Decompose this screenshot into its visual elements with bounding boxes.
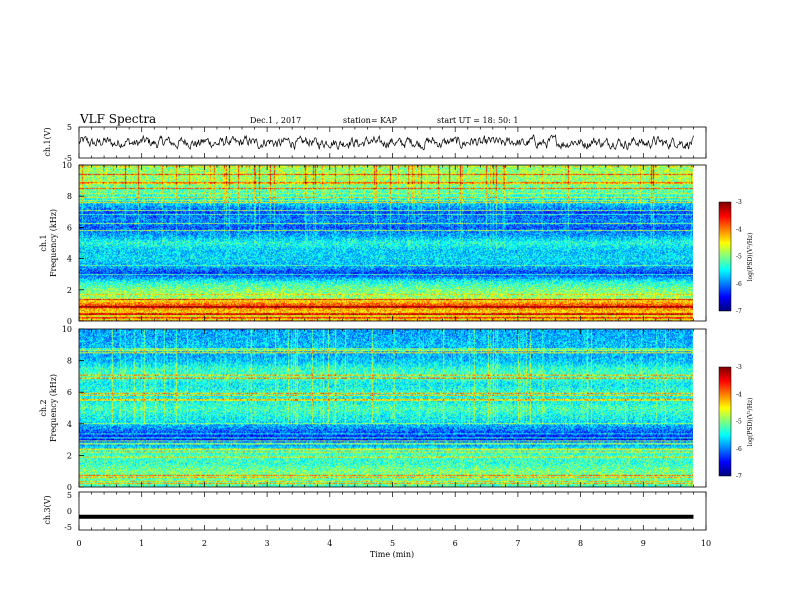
ch1-colorbar-ticks: -3 -4 -5 -6 -7 <box>736 199 742 315</box>
frequency-tick-label: 10 <box>62 161 72 170</box>
time-tick-label: 3 <box>265 539 270 548</box>
frequency-tick-label: 6 <box>67 388 72 397</box>
colorbar-tick-label: -3 <box>736 364 742 371</box>
time-tick-label: 7 <box>515 539 520 548</box>
frequency-tick-label: 4 <box>67 420 72 429</box>
ch1-spectrogram-yticks: 0 2 4 6 8 10 <box>62 161 84 326</box>
time-tick-label: 2 <box>202 539 207 548</box>
time-tick-label: 5 <box>390 539 395 548</box>
ch1-colorbar <box>719 202 731 311</box>
ch3-ytick-bottom: -5 <box>64 523 72 532</box>
ch3-ytick-middle: 0 <box>67 507 72 516</box>
ch1-ytick-bottom: -5 <box>64 154 72 163</box>
frequency-tick-label: 8 <box>67 192 72 201</box>
time-axis-tick-labels: 0 1 2 3 4 5 6 7 8 9 10 <box>76 539 711 548</box>
time-tick-label: 4 <box>327 539 332 548</box>
frequency-tick-label: 0 <box>67 317 72 326</box>
ch1-waveform-panel: 5 -5 ch.1(V) <box>43 123 707 163</box>
ch2-spectrogram-ylabel-frequency: Frequency (kHz) <box>49 374 58 442</box>
ch1-waveform-line <box>78 134 694 151</box>
frequency-tick-label: 4 <box>67 255 72 264</box>
ch2-colorbar <box>719 367 731 476</box>
time-tick-label: 9 <box>641 539 646 548</box>
date-label: Dec.1 , 2017 <box>250 116 301 125</box>
time-tick-label: 8 <box>578 539 583 548</box>
ch2-spectrogram-yticks: 0 2 4 6 8 10 <box>62 325 84 492</box>
ch2-spectrogram-ylabel-channel: ch.2 <box>39 399 48 416</box>
frequency-tick-label: 0 <box>67 483 72 492</box>
ch1-spectrogram-ylabel-channel: ch.1 <box>39 234 48 251</box>
frequency-tick-label: 2 <box>67 286 72 295</box>
frequency-tick-label: 2 <box>67 451 72 460</box>
ch1-ytick-top: 5 <box>67 123 72 132</box>
time-axis-label: Time (min) <box>370 550 414 559</box>
ch1-ylabel: ch.1(V) <box>43 127 52 156</box>
time-axis-ticks <box>78 127 707 530</box>
ch3-waveform-panel: 5 0 -5 ch.3(V) <box>43 491 707 532</box>
start-time-label: start UT = 18: 50: 1 <box>437 116 518 125</box>
ch2-colorbar-ticks: -3 -4 -5 -6 -7 <box>736 364 742 480</box>
figure-title: VLF Spectra <box>79 112 156 126</box>
colorbar-tick-label: -7 <box>736 473 742 480</box>
frequency-tick-label: 10 <box>62 325 72 334</box>
time-tick-label: 0 <box>76 539 81 548</box>
colorbar-tick-label: -7 <box>736 308 742 315</box>
colorbar-tick-label: -4 <box>736 391 742 398</box>
colorbar-tick-label: -4 <box>736 226 742 233</box>
ch2-colorbar-frame <box>718 366 732 477</box>
frequency-tick-label: 6 <box>67 223 72 232</box>
ch2-spectrogram-image <box>79 329 693 487</box>
ch1-colorbar-label: log(PSD)(V²/Hz) <box>747 233 754 282</box>
time-tick-label: 10 <box>701 539 711 548</box>
colorbar-tick-label: -5 <box>736 419 742 426</box>
ch3-waveform-frame <box>78 491 707 531</box>
ch3-ylabel: ch.3(V) <box>43 495 52 524</box>
colorbar-tick-label: -6 <box>736 281 742 288</box>
station-label: station= KAP <box>343 116 398 125</box>
frequency-tick-label: 8 <box>67 357 72 366</box>
colorbar-tick-label: -3 <box>736 199 742 206</box>
ch1-spectrogram-image <box>79 165 693 321</box>
time-tick-label: 6 <box>453 539 458 548</box>
ch1-colorbar-frame <box>718 201 732 312</box>
ch2-colorbar-label: log(PSD)(V²/Hz) <box>747 398 754 447</box>
ch1-spectrogram-ylabel-frequency: Frequency (kHz) <box>49 209 58 277</box>
ch3-ytick-top: 5 <box>67 491 72 500</box>
colorbar-tick-label: -6 <box>736 446 742 453</box>
time-tick-label: 1 <box>139 539 144 548</box>
colorbar-tick-label: -5 <box>736 254 742 261</box>
